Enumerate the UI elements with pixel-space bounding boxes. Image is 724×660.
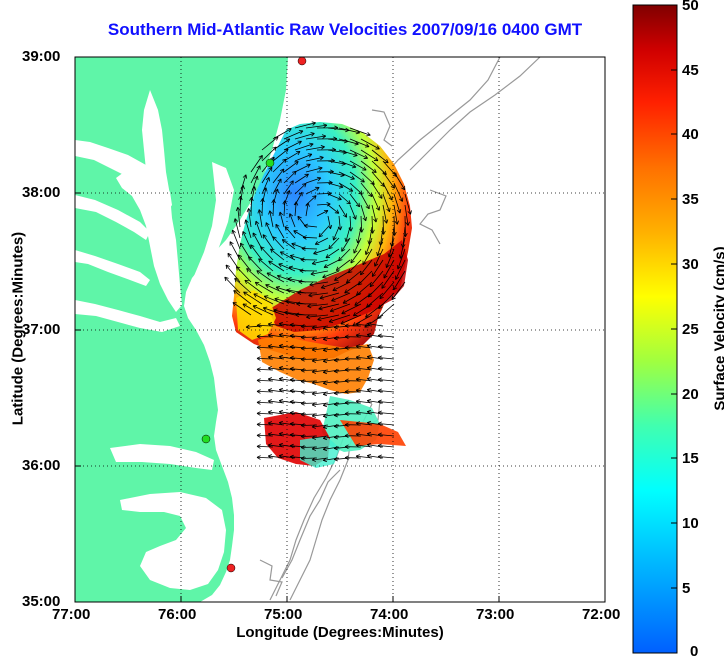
colorbar-tick-label: 35 bbox=[682, 191, 699, 208]
station-marker-red-hatteras bbox=[227, 564, 235, 572]
colorbar-tick-label: 40 bbox=[682, 126, 699, 143]
colorbar-tick-label: 0 bbox=[690, 643, 698, 660]
y-tick-label: 37:00 bbox=[22, 321, 60, 338]
colorbar-tick-label: 30 bbox=[682, 256, 699, 273]
x-axis-label: Longitude (Degrees:Minutes) bbox=[75, 624, 605, 641]
colorbar-tick-label: 20 bbox=[682, 386, 699, 403]
station-marker-green-delaware bbox=[266, 159, 274, 167]
x-tick-label: 72:00 bbox=[582, 606, 620, 623]
x-tick-label: 76:00 bbox=[158, 606, 196, 623]
colorbar-tick-label: 5 bbox=[682, 580, 690, 597]
colorbar-tick-label: 50 bbox=[682, 0, 699, 14]
x-tick-label: 75:00 bbox=[264, 606, 302, 623]
colorbar-label: Surface Velocity (cm/s) bbox=[712, 219, 724, 439]
x-tick-label: 74:00 bbox=[370, 606, 408, 623]
station-marker-red-north bbox=[298, 57, 306, 65]
y-tick-label: 38:00 bbox=[22, 184, 60, 201]
colorbar bbox=[633, 5, 677, 653]
colorbar-tick-label: 25 bbox=[682, 321, 699, 338]
colorbar-tick-label: 15 bbox=[682, 450, 699, 467]
colorbar-tick-label: 10 bbox=[682, 515, 699, 532]
station-marker-green-virginia bbox=[202, 435, 210, 443]
map-title: Southern Mid-Atlantic Raw Velocities 200… bbox=[60, 20, 630, 40]
colorbar-tick-label: 45 bbox=[682, 62, 699, 79]
y-tick-label: 36:00 bbox=[22, 457, 60, 474]
x-tick-label: 73:00 bbox=[476, 606, 514, 623]
y-tick-label: 35:00 bbox=[22, 593, 60, 610]
y-tick-label: 39:00 bbox=[22, 48, 60, 65]
